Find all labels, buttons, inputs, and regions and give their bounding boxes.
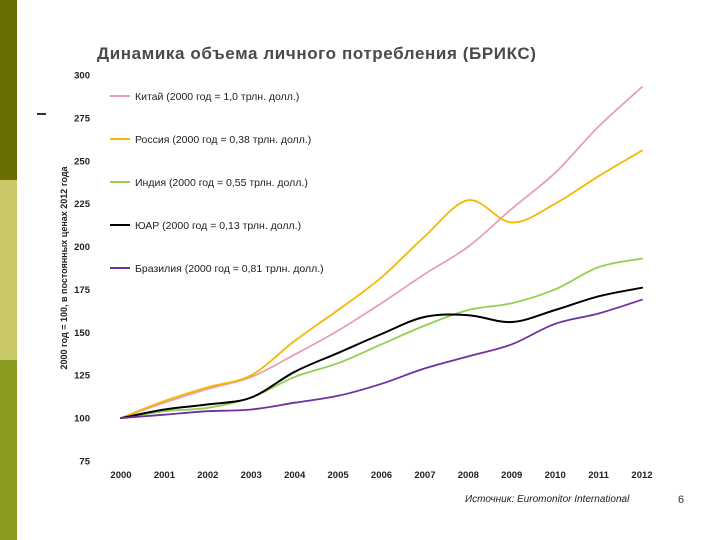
- x-tick-label: 2004: [284, 470, 306, 481]
- x-tick-label: 2010: [545, 470, 566, 481]
- side-bar-middle: [0, 180, 17, 360]
- x-tick-label: 2001: [154, 470, 176, 481]
- slide-title: Динамика объема личного потребления (БРИ…: [97, 44, 537, 62]
- y-tick-label: 100: [74, 414, 90, 425]
- page-number: 6: [678, 494, 685, 506]
- x-tick-label: 2002: [197, 470, 218, 481]
- source-note: Источник: Euromonitor International: [465, 494, 630, 505]
- y-tick-label: 200: [74, 242, 90, 253]
- legend-label: Россия (2000 год = 0,38 трлн. долл.): [135, 134, 311, 146]
- x-tick-label: 2003: [241, 470, 262, 481]
- bullet-dash: [37, 113, 46, 115]
- legend-label: Индия (2000 год = 0,55 трлн. долл.): [135, 177, 308, 189]
- side-bar-bottom: [0, 360, 17, 540]
- x-tick-label: 2012: [631, 470, 652, 481]
- series-line-3: [120, 257, 643, 419]
- series-line-2: [120, 149, 643, 419]
- series-line-1: [120, 86, 643, 419]
- x-tick-label: 2000: [110, 470, 131, 481]
- x-tick-label: 2011: [588, 470, 609, 481]
- x-tick-label: 2009: [501, 470, 522, 481]
- series-line-4: [120, 286, 643, 420]
- y-tick-label: 300: [74, 71, 90, 82]
- y-axis-label: 2000 год = 100, в постоянных ценах 2012 …: [59, 165, 69, 369]
- x-tick-label: 2005: [328, 470, 350, 481]
- y-tick-label: 250: [74, 156, 90, 167]
- legend-label: Китай (2000 год = 1,0 трлн. долл.): [135, 91, 299, 103]
- y-tick-label: 150: [74, 328, 90, 339]
- legend-label: Бразилия (2000 год = 0,81 трлн. долл.): [135, 263, 324, 275]
- side-bar-top: [0, 0, 17, 180]
- y-tick-label: 125: [74, 371, 91, 382]
- y-tick-label: 275: [74, 113, 91, 124]
- legend-label: ЮАР (2000 год = 0,13 трлн. долл.): [135, 220, 301, 232]
- y-tick-label: 225: [74, 199, 91, 210]
- x-tick-label: 2007: [414, 470, 435, 481]
- y-tick-label: 175: [74, 285, 91, 296]
- y-tick-label: 75: [79, 457, 90, 468]
- x-tick-label: 2006: [371, 470, 392, 481]
- series-line-5: [120, 298, 643, 419]
- x-tick-label: 2008: [458, 470, 479, 481]
